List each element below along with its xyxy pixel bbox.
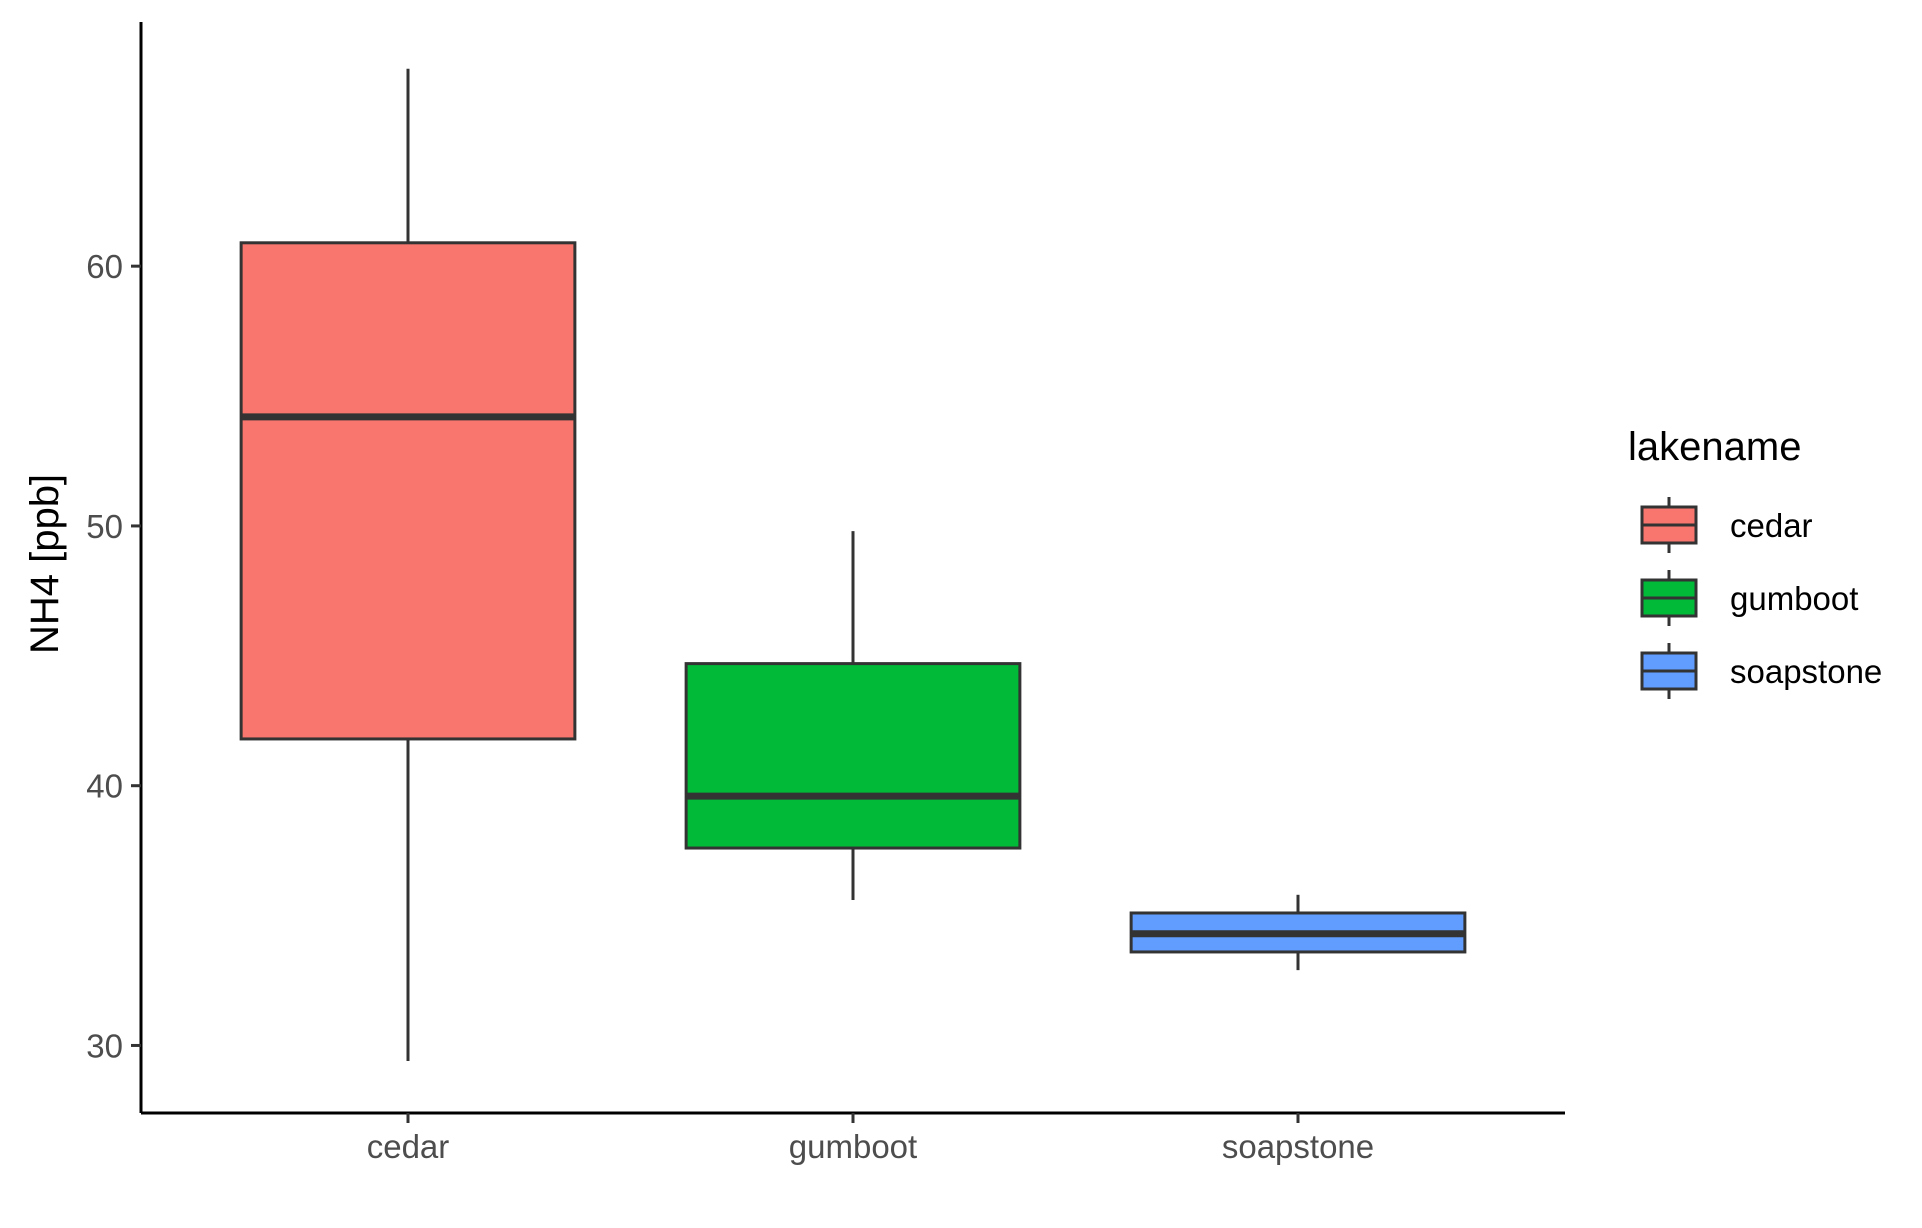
y-axis-ticks: 30 40 50 60	[86, 248, 141, 1064]
legend-items: cedar gumboot soapstone	[1640, 497, 1882, 699]
x-axis-ticks: cedar gumboot soapstone	[367, 1113, 1374, 1165]
box-iqr	[239, 241, 577, 741]
legend-label: gumboot	[1730, 580, 1858, 617]
legend-item-soapstone: soapstone	[1640, 643, 1882, 699]
y-tick-label: 40	[86, 768, 123, 805]
x-tick-label: soapstone	[1222, 1128, 1374, 1165]
box-soapstone	[1129, 894, 1467, 971]
legend: lakename cedar gumboot soapstone	[1628, 425, 1882, 699]
legend-item-gumboot: gumboot	[1640, 570, 1858, 626]
x-tick-label: gumboot	[789, 1128, 917, 1165]
legend-item-cedar: cedar	[1640, 497, 1813, 553]
legend-label: soapstone	[1730, 653, 1882, 690]
box-gumboot	[684, 531, 1022, 900]
y-axis-title: NH4 [ppb]	[23, 474, 67, 654]
legend-label: cedar	[1730, 507, 1813, 544]
box-cedar	[239, 68, 577, 1062]
y-tick-label: 60	[86, 248, 123, 285]
box-iqr	[684, 662, 1022, 850]
x-tick-label: cedar	[367, 1128, 450, 1165]
legend-title: lakename	[1628, 425, 1801, 469]
boxplot-series	[239, 68, 1467, 1062]
y-tick-label: 50	[86, 508, 123, 545]
y-tick-label: 30	[86, 1027, 123, 1064]
